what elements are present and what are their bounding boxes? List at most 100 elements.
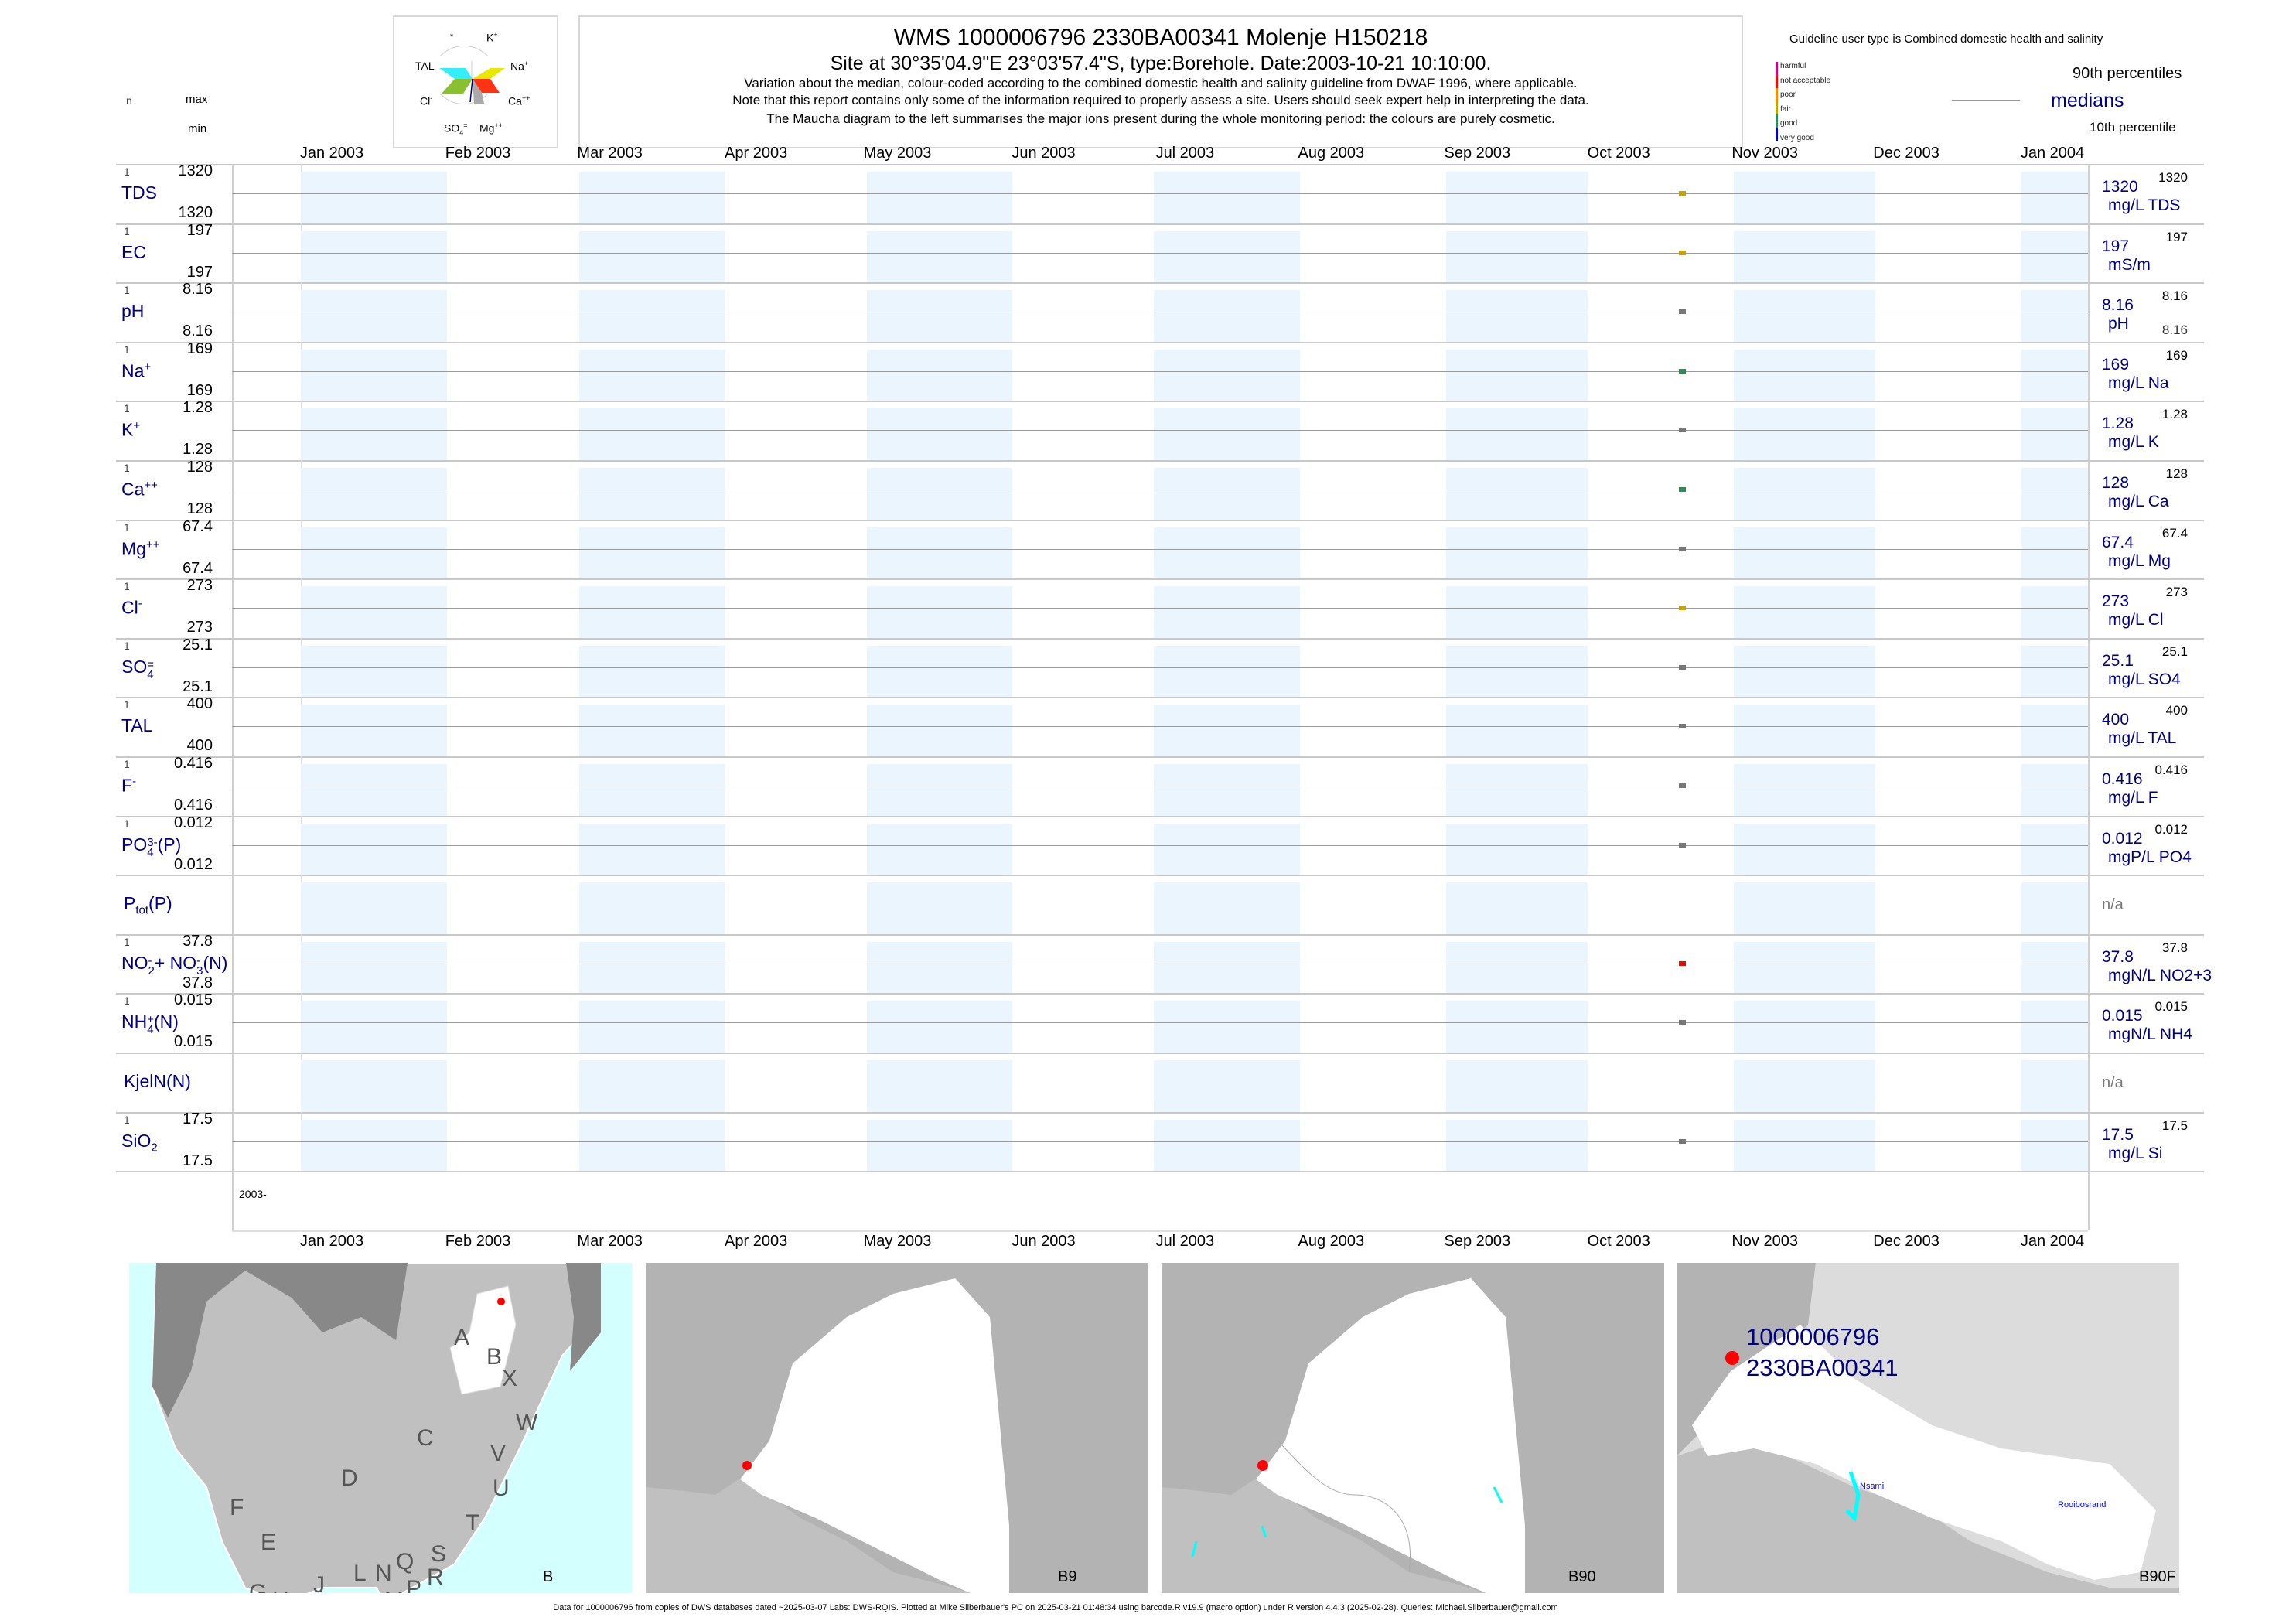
month-band xyxy=(2021,1060,2088,1112)
month-band xyxy=(1154,1001,1301,1053)
sample-count: 1 xyxy=(124,639,130,652)
min-value: 400 xyxy=(186,737,213,755)
month-band xyxy=(301,586,447,638)
sample-marker xyxy=(1679,960,1687,966)
sample-marker xyxy=(1679,606,1687,611)
map-b9: B9 xyxy=(646,1263,1148,1593)
row-divider xyxy=(116,164,2204,165)
month-band xyxy=(1734,1060,1876,1112)
map2-label: B9 xyxy=(1058,1568,1077,1585)
month-band xyxy=(1154,645,1301,698)
year-label: 2003- xyxy=(239,1188,267,1200)
min-value: 0.416 xyxy=(173,797,213,814)
sample-count: 1 xyxy=(124,402,130,415)
month-band xyxy=(1446,1060,1588,1112)
n-header: n xyxy=(126,94,132,107)
legend-class-label: harmful xyxy=(1780,62,1806,70)
month-band xyxy=(1446,1001,1588,1053)
month-band xyxy=(2021,882,2088,934)
legend-color-fair xyxy=(1776,101,1778,114)
max-value: 0.416 xyxy=(173,755,213,772)
month-band xyxy=(2021,941,2088,994)
unit-label: mS/m xyxy=(2108,255,2151,274)
sample-marker xyxy=(1679,428,1687,433)
month-band xyxy=(2021,527,2088,579)
month-band xyxy=(1446,230,1588,283)
parameter-label: NH +4 (N) xyxy=(121,1012,179,1037)
month-band xyxy=(1154,230,1301,283)
p90-value: 273 xyxy=(2165,585,2188,600)
map-b90: B90 xyxy=(1162,1263,1664,1593)
month-band xyxy=(1154,1119,1301,1172)
drainage-region-label: E xyxy=(261,1530,277,1555)
map-b90f-graphic xyxy=(1677,1263,2179,1593)
month-band xyxy=(866,527,1013,579)
month-band xyxy=(1734,230,1876,283)
map-b9-graphic xyxy=(646,1278,1009,1593)
sample-marker xyxy=(1679,250,1687,255)
sample-marker xyxy=(1679,1020,1687,1025)
month-band xyxy=(1446,1119,1588,1172)
month-band xyxy=(866,1060,1013,1112)
maucha-k-label: K+ xyxy=(486,31,498,44)
month-band xyxy=(866,1119,1013,1172)
month-band xyxy=(1446,645,1588,698)
row-divider xyxy=(116,401,2204,403)
median-value: 197 xyxy=(2102,237,2130,255)
month-band xyxy=(1446,705,1588,756)
month-label-bottom: Feb 2003 xyxy=(445,1233,511,1250)
max-value: 8.16 xyxy=(183,281,213,299)
month-label-bottom: Jan 2003 xyxy=(299,1233,364,1250)
sample-count: 1 xyxy=(124,995,130,1008)
month-band xyxy=(2021,705,2088,756)
row-divider xyxy=(116,578,2204,581)
dam-rooibosrand-label: Rooibosrand xyxy=(2058,1500,2107,1510)
legend-color-poor xyxy=(1776,88,1778,101)
month-band xyxy=(1734,468,1876,520)
sample-count: 1 xyxy=(124,224,130,237)
drainage-region-label: A xyxy=(454,1325,470,1350)
drainage-region-label: W xyxy=(516,1410,538,1435)
month-label-top: Jun 2003 xyxy=(1012,145,1076,162)
sample-marker xyxy=(1679,664,1687,670)
month-band xyxy=(1446,823,1588,875)
legend-median-line xyxy=(1952,100,2020,101)
drainage-region-label: C xyxy=(417,1425,434,1451)
maucha-tal-label: TAL xyxy=(415,60,435,72)
min-value: 8.16 xyxy=(183,322,213,340)
median-value: 273 xyxy=(2102,592,2130,611)
drainage-region-label: N xyxy=(375,1561,392,1586)
parameter-label: EC xyxy=(121,241,146,262)
month-band xyxy=(1734,1119,1876,1172)
month-band xyxy=(1446,290,1588,342)
month-band xyxy=(1154,172,1301,223)
min-value: 128 xyxy=(186,500,213,517)
unit-label: mg/L F xyxy=(2108,789,2158,807)
month-tick xyxy=(301,460,302,468)
unit-label: mg/L Cl xyxy=(2108,611,2164,629)
max-header: max xyxy=(186,93,208,106)
min-value: 1320 xyxy=(178,204,213,221)
p90-value: 8.16 xyxy=(2161,288,2188,304)
row-divider xyxy=(116,1111,2204,1114)
max-value: 1.28 xyxy=(183,399,213,417)
parameter-label: SO = 4 xyxy=(121,656,154,681)
unit-label: mgP/L PO4 xyxy=(2108,848,2192,866)
maucha-ca xyxy=(473,79,500,93)
month-band xyxy=(866,1001,1013,1053)
legend-class-label: not acceptable xyxy=(1780,76,1831,85)
month-band xyxy=(2021,230,2088,283)
month-band xyxy=(301,468,447,520)
month-tick xyxy=(301,519,302,527)
row-divider xyxy=(116,993,2204,995)
sample-count: 1 xyxy=(124,698,130,711)
month-label-top: Jul 2003 xyxy=(1155,145,1215,162)
drainage-region-label: U xyxy=(493,1476,510,1501)
month-band xyxy=(301,705,447,756)
drainage-region-label: R xyxy=(427,1564,444,1590)
sample-count: 1 xyxy=(124,580,130,593)
month-tick xyxy=(301,815,302,824)
max-value: 273 xyxy=(186,577,213,595)
median-line xyxy=(232,726,2088,728)
row-divider xyxy=(116,223,2204,225)
